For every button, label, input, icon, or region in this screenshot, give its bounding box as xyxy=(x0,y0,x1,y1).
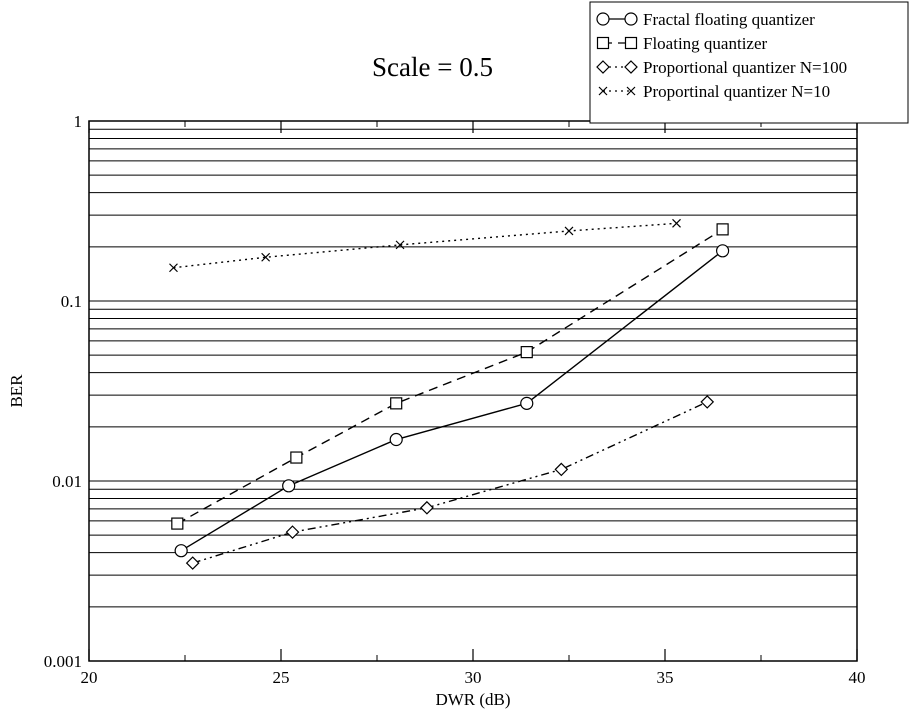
data-point xyxy=(520,396,534,410)
data-point xyxy=(389,432,403,447)
legend-label: Fractal floating quantizer xyxy=(643,10,815,29)
data-point xyxy=(171,517,184,530)
data-point xyxy=(261,252,271,262)
legend-marker xyxy=(624,36,638,50)
x-tick-label: 25 xyxy=(273,668,290,687)
legend-marker xyxy=(624,12,638,26)
data-point xyxy=(285,525,300,539)
series-4 xyxy=(169,218,681,273)
y-axis-title: BER xyxy=(7,374,26,408)
series-line xyxy=(176,228,723,525)
data-point xyxy=(716,223,729,236)
data-point xyxy=(290,451,303,464)
legend-marker xyxy=(596,12,610,26)
legend: Fractal floating quantizer Floating quant… xyxy=(589,1,909,124)
legend-label: Floating quantizer xyxy=(643,34,768,53)
data-point xyxy=(700,395,715,409)
x-tick-label: 30 xyxy=(465,668,482,687)
chart-title: Scale = 0.5 xyxy=(372,52,493,82)
legend-entry: Proportional quantizer N=100 xyxy=(596,58,847,77)
legend-marker xyxy=(624,60,638,74)
data-point xyxy=(390,397,403,410)
series-3 xyxy=(185,395,715,570)
legend-marker xyxy=(596,36,610,50)
legend-box xyxy=(589,1,909,124)
data-point xyxy=(564,226,574,236)
data-point xyxy=(395,240,405,250)
y-tick-label: 0.001 xyxy=(44,652,82,671)
series-2 xyxy=(171,223,729,530)
legend-label: Proportinal quantizer N=10 xyxy=(643,82,830,101)
data-point xyxy=(282,479,296,493)
series-line xyxy=(180,250,724,552)
series-1 xyxy=(174,244,730,558)
plot-area xyxy=(88,120,858,662)
y-tick-label: 0.1 xyxy=(61,292,82,311)
legend-marker xyxy=(598,86,608,96)
legend-entry: Proportinal quantizer N=10 xyxy=(598,82,830,101)
legend-entry: Floating quantizer xyxy=(596,34,768,53)
legend-marker xyxy=(596,60,610,74)
series-line xyxy=(192,401,708,564)
y-tick-label: 1 xyxy=(74,112,83,131)
y-tick-label: 0.01 xyxy=(52,472,82,491)
legend-label: Proportional quantizer N=100 xyxy=(643,58,847,77)
x-tick-label: 40 xyxy=(849,668,866,687)
grid-lines xyxy=(89,128,857,608)
data-point xyxy=(185,556,200,570)
data-point xyxy=(169,263,178,273)
x-tick-label: 20 xyxy=(81,668,98,687)
data-point xyxy=(420,500,434,515)
data-point xyxy=(554,462,569,477)
data-point xyxy=(715,244,730,258)
data-point xyxy=(174,544,188,558)
legend-entry: Fractal floating quantizer xyxy=(596,10,815,29)
axis-ticks: 20 25 30 35 40 0.001 0.01 0.1 1 xyxy=(44,112,866,687)
legend-marker xyxy=(626,86,636,96)
data-point xyxy=(520,346,533,359)
x-tick-label: 35 xyxy=(657,668,674,687)
data-point xyxy=(672,218,681,228)
x-axis-title: DWR (dB) xyxy=(435,690,510,709)
series-layer xyxy=(169,218,730,570)
series-line xyxy=(173,222,677,269)
